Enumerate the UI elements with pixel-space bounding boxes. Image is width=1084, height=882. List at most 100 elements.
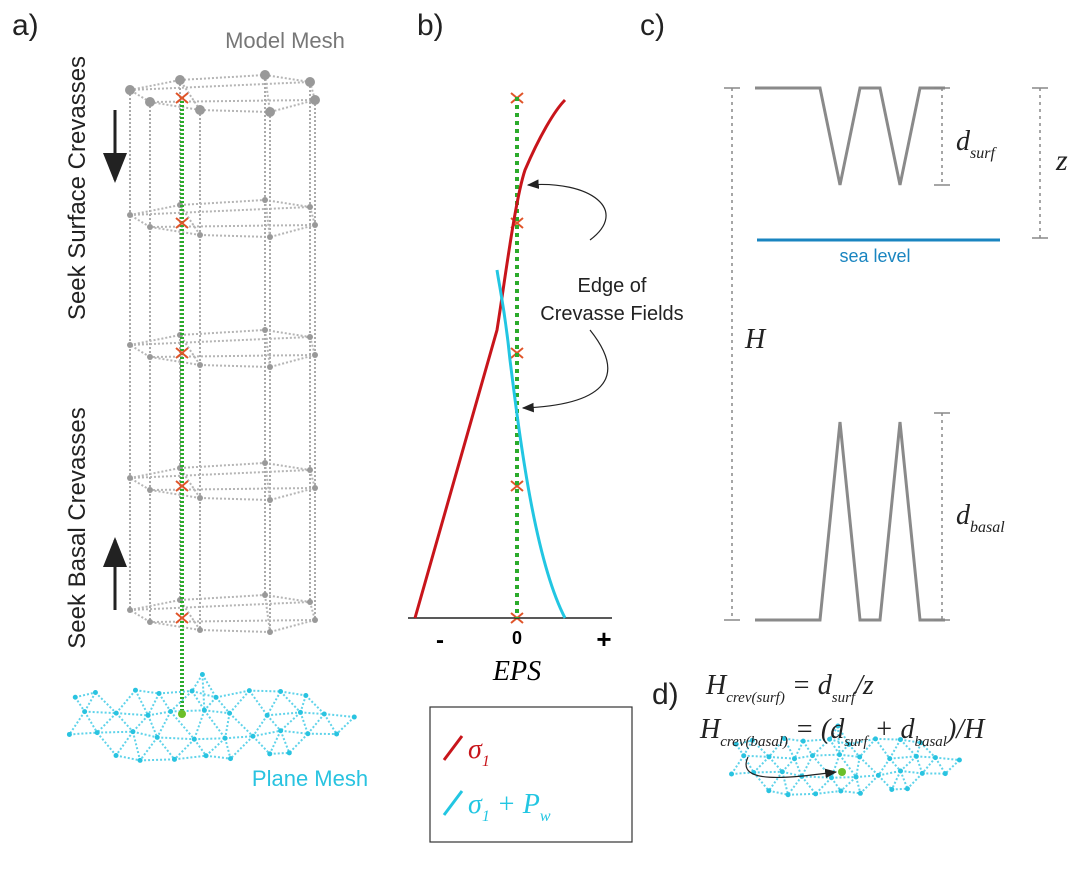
mesh-edge — [179, 594, 266, 601]
plane-edge — [934, 757, 947, 775]
plane-edge — [174, 754, 207, 761]
mesh-label: Model Mesh — [225, 28, 345, 53]
plane-edge — [279, 711, 302, 732]
plane-edge — [228, 689, 251, 714]
plane-edge — [856, 774, 879, 778]
plane-edge — [900, 769, 923, 775]
plane-edge — [768, 756, 784, 773]
mesh-edge — [149, 619, 316, 623]
mesh-edge — [149, 489, 201, 499]
plane-edge — [97, 730, 133, 734]
plane-node — [766, 754, 772, 760]
plane-node — [837, 752, 843, 758]
plane-node — [222, 735, 228, 741]
plane-edge — [173, 738, 196, 761]
mesh-edge — [199, 234, 271, 238]
legend-entry: σ1 + Pw — [468, 789, 551, 825]
pointer-arrow — [745, 756, 838, 779]
plane-node — [875, 772, 881, 778]
plane-node — [145, 712, 151, 718]
legend-swatch — [442, 790, 464, 816]
plane-edge — [855, 756, 861, 778]
crossing-marker — [175, 92, 189, 104]
legend — [429, 706, 633, 843]
subscript: crev(surf) — [726, 690, 785, 706]
surface-label: Seek Surface Crevasses — [64, 56, 91, 320]
plane-edge — [935, 756, 960, 762]
annotation-arrow — [521, 329, 609, 413]
plane-edge — [899, 755, 918, 772]
tick-label: + — [596, 624, 611, 654]
plane-edge — [839, 753, 860, 758]
plane-edge — [837, 725, 850, 745]
plane-edge — [191, 690, 206, 711]
plane-edge — [204, 709, 230, 715]
plane-edge — [802, 740, 814, 757]
dbasal-label: dbasal — [956, 500, 1005, 536]
mesh-edge — [149, 487, 316, 491]
mesh-edge — [264, 594, 311, 603]
plane-node — [132, 687, 138, 693]
plane-edge — [249, 689, 281, 693]
crossing-marker — [175, 217, 189, 229]
symbol: = (d — [788, 714, 845, 745]
plane-node — [213, 694, 219, 700]
mesh-node — [197, 627, 203, 633]
mesh-edge — [179, 329, 266, 336]
mesh-edge — [179, 199, 266, 206]
plane-node — [918, 740, 924, 746]
axis-label: EPS — [492, 656, 541, 687]
mesh-edge — [199, 629, 271, 633]
symbol: σ — [468, 734, 483, 765]
plane-node — [889, 787, 895, 793]
mesh-edge — [129, 206, 311, 216]
plane-edge — [288, 733, 309, 754]
plane-edge — [224, 737, 232, 759]
plane-edge — [139, 736, 159, 762]
plane-edge — [888, 757, 902, 772]
mesh-edge — [149, 226, 201, 236]
plane-edge — [268, 730, 282, 755]
mesh-node — [195, 105, 205, 115]
plane-edge — [874, 738, 891, 760]
plane-node — [956, 757, 962, 763]
mesh-node — [127, 212, 133, 218]
plane-edge — [830, 754, 841, 779]
plane-edge — [280, 729, 308, 735]
plane-edge — [743, 754, 770, 758]
plane-edge — [215, 696, 231, 714]
plane-edge — [891, 787, 908, 791]
plane-edge — [96, 731, 117, 757]
plane-edge — [735, 739, 753, 746]
plane-edge — [858, 756, 880, 777]
plane-node — [203, 753, 209, 759]
mesh-node — [267, 364, 273, 370]
plane-node — [741, 753, 747, 759]
plane-edge — [96, 712, 117, 734]
plane-edge — [815, 789, 841, 795]
plane-node — [766, 788, 772, 794]
mesh-node — [147, 487, 153, 493]
plane-edge — [74, 696, 86, 713]
plane-edge — [193, 709, 206, 740]
plane-edge — [801, 775, 832, 779]
basal-label: Seek Basal Crevasses — [64, 407, 91, 648]
plane-edge — [248, 690, 268, 716]
equation: Hcrev(surf) = dsurf/z — [705, 670, 874, 706]
mesh-node — [312, 222, 318, 228]
plane-node — [168, 709, 174, 715]
plane-edge — [782, 770, 803, 778]
plane-edge — [875, 737, 901, 741]
mesh-edge — [264, 74, 311, 83]
plane-edge — [828, 725, 839, 740]
plane-node — [305, 731, 311, 737]
mesh-edge — [199, 364, 271, 368]
z-label: z — [1055, 144, 1068, 177]
mesh-node — [147, 354, 153, 360]
plane-edge — [84, 710, 117, 715]
sea-level-label: sea level — [839, 246, 910, 266]
crossing-marker — [510, 480, 524, 492]
symbol: )/H — [945, 714, 986, 745]
plane-edge — [191, 673, 204, 692]
